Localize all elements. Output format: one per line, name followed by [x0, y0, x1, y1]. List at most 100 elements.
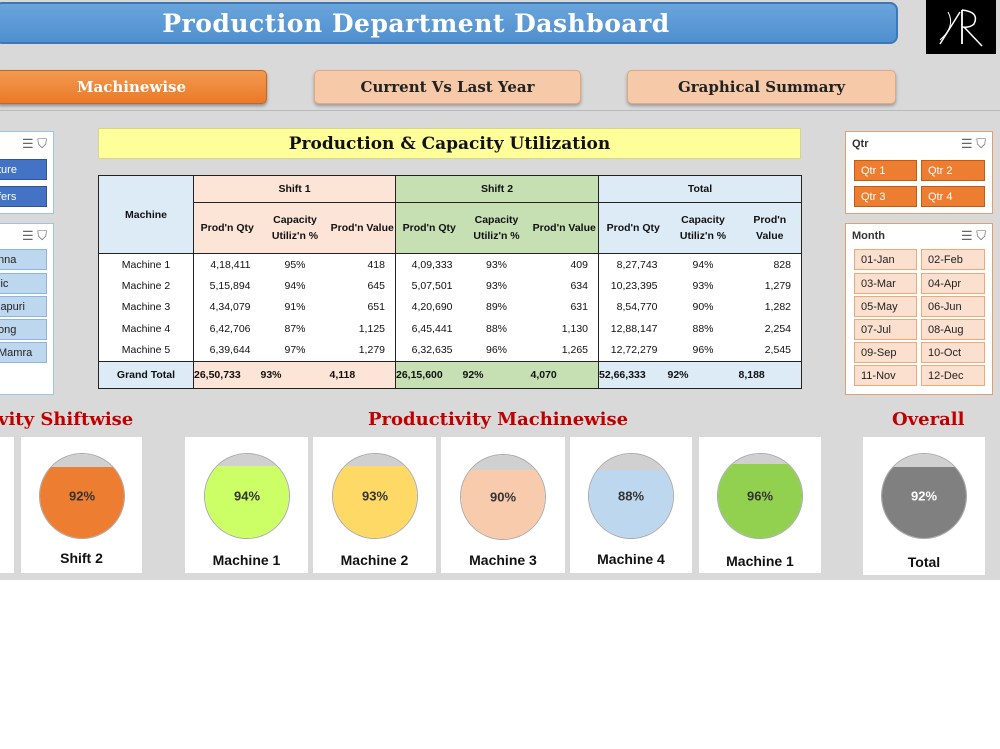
qtr-item[interactable]: Qtr 1: [854, 160, 917, 181]
table-row: Machine 3 4,34,079 91% 651 4,20,690 89% …: [98, 296, 802, 319]
cell-value: 645: [329, 275, 396, 297]
slicer-filter-icons[interactable]: ☰ ⛉: [960, 136, 986, 151]
table-title: Production & Capacity Utilization: [98, 128, 801, 159]
cell-qty: 4,20,690: [395, 296, 463, 319]
gauge-label: Machine 1: [726, 553, 794, 569]
cell-util: 94%: [260, 275, 330, 297]
gauge-label: Machine 4: [597, 551, 665, 567]
cell-qty: 12,72,279: [598, 339, 668, 362]
left-slicer-1-item[interactable]: fers: [0, 186, 47, 207]
cell-qty: 26,15,600: [395, 360, 463, 389]
gauge-percent: 93%: [361, 488, 389, 504]
cell-util: 89%: [462, 296, 531, 319]
cell-value: 4,070: [530, 360, 599, 389]
cell-value: 4,118: [329, 360, 396, 389]
gauge-percent: 92%: [68, 488, 96, 504]
cell-util: 93%: [462, 253, 531, 276]
nav-current-vs-last-year-button[interactable]: Current Vs Last Year: [314, 70, 581, 104]
cell-qty: 6,39,644: [193, 339, 261, 362]
cell-util: 93%: [667, 275, 739, 297]
grand-total-row: Grand Total 26,50,733 93% 4,118 26,15,60…: [98, 360, 802, 389]
left-slicer-2-item[interactable]: ong: [0, 319, 47, 340]
month-item[interactable]: 06-Jun: [921, 296, 985, 317]
cell-util: 97%: [260, 339, 330, 362]
left-slicer-2-item[interactable]: lapuri: [0, 296, 47, 317]
gauge-percent: 88%: [617, 488, 645, 504]
cell-util: 92%: [462, 360, 531, 389]
gauge-fill: [589, 469, 673, 538]
month-slicer-title: Month: [852, 230, 885, 242]
cell-machine: Machine 1: [98, 253, 194, 276]
slicer-filter-icons[interactable]: ☰ ⛉: [21, 136, 47, 151]
month-item[interactable]: 11-Nov: [854, 365, 917, 386]
month-item[interactable]: 03-Mar: [854, 273, 917, 294]
gauge-circle: 88%: [588, 453, 674, 539]
month-item[interactable]: 12-Dec: [921, 365, 985, 386]
qtr-item[interactable]: Qtr 3: [854, 186, 917, 207]
col-header-value: Prod'n Value: [530, 202, 599, 254]
cell-value: 1,130: [530, 318, 599, 340]
cell-value: 1,265: [530, 339, 599, 362]
qtr-item[interactable]: Qtr 2: [921, 160, 985, 181]
qtr-item[interactable]: Qtr 4: [921, 186, 985, 207]
gauge-card: 92% Total: [863, 437, 985, 575]
cell-util: 91%: [260, 296, 330, 319]
gauge-label: Total: [907, 554, 941, 570]
cell-util: 93%: [462, 275, 531, 297]
group-header-total: Total: [598, 175, 802, 203]
month-item[interactable]: 09-Sep: [854, 342, 917, 363]
gauge-empty: [40, 454, 124, 467]
group-header-shift1: Shift 1: [193, 175, 396, 203]
gauge-percent: 92%: [910, 488, 938, 504]
slicer-filter-icons[interactable]: ☰ ⛉: [960, 228, 986, 243]
table-row: Machine 1 4,18,411 95% 418 4,09,333 93% …: [98, 253, 802, 276]
cell-qty: 26,50,733: [193, 360, 261, 389]
cell-util: 90%: [667, 296, 739, 319]
cell-value: 631: [530, 296, 599, 319]
table-row: Machine 5 6,39,644 97% 1,279 6,32,635 96…: [98, 339, 802, 362]
cell-value: 409: [530, 253, 599, 276]
production-table: Machine Shift 1 Shift 2 Total Prod'n Qty…: [98, 175, 802, 389]
left-slicer-1: ☰ ⛉ ture fers: [0, 131, 54, 214]
cell-grand-total-label: Grand Total: [98, 360, 194, 389]
cell-value: 1,279: [738, 275, 802, 297]
cell-util: 93%: [260, 360, 330, 389]
cell-machine: Machine 4: [98, 318, 194, 340]
slicer-filter-icons[interactable]: ☰ ⛉: [21, 228, 47, 243]
cell-util: 94%: [667, 253, 739, 276]
gauge-label: Machine 2: [340, 552, 409, 568]
month-item[interactable]: 02-Feb: [921, 249, 985, 270]
cell-qty: 52,66,333: [598, 360, 668, 389]
cell-qty: 8,27,743: [598, 253, 668, 276]
month-item[interactable]: 08-Aug: [921, 319, 985, 340]
group-header-shift2: Shift 2: [395, 175, 599, 203]
machine-header: Machine: [98, 175, 194, 254]
gauge-fill: [40, 466, 124, 538]
nav-machinewise-button[interactable]: Machinewise: [0, 70, 267, 104]
left-slicer-2-item[interactable]: Mamra: [0, 342, 47, 363]
cell-value: 828: [738, 253, 802, 276]
gauge-card: 93% Machine 2: [313, 437, 436, 573]
table-row: Machine 2 5,15,894 94% 645 5,07,501 93% …: [98, 275, 802, 297]
col-header-util: Capacity Utiliz'n %: [667, 202, 739, 254]
left-slicer-2-item[interactable]: nna: [0, 249, 47, 270]
month-item[interactable]: 07-Jul: [854, 319, 917, 340]
cell-qty: 6,32,635: [395, 339, 463, 362]
cell-value: 1,282: [738, 296, 802, 319]
left-slicer-2-item[interactable]: lic: [0, 273, 47, 294]
section-title-machinewise: Productivity Machinewise: [368, 409, 629, 430]
cell-qty: 6,42,706: [193, 318, 261, 340]
gauge-fill: [882, 466, 966, 538]
month-item[interactable]: 10-Oct: [921, 342, 985, 363]
gauge-circle: 90%: [460, 454, 546, 540]
cell-value: 2,545: [738, 339, 802, 362]
month-item[interactable]: 04-Apr: [921, 273, 985, 294]
gauge-fill: [461, 470, 545, 539]
month-item[interactable]: 05-May: [854, 296, 917, 317]
month-item[interactable]: 01-Jan: [854, 249, 917, 270]
gauge-card: 94% Machine 1: [185, 437, 308, 573]
cell-value: 1,125: [329, 318, 396, 340]
cell-qty: 12,88,147: [598, 318, 668, 340]
left-slicer-1-item[interactable]: ture: [0, 159, 47, 180]
nav-graphical-summary-button[interactable]: Graphical Summary: [627, 70, 896, 104]
